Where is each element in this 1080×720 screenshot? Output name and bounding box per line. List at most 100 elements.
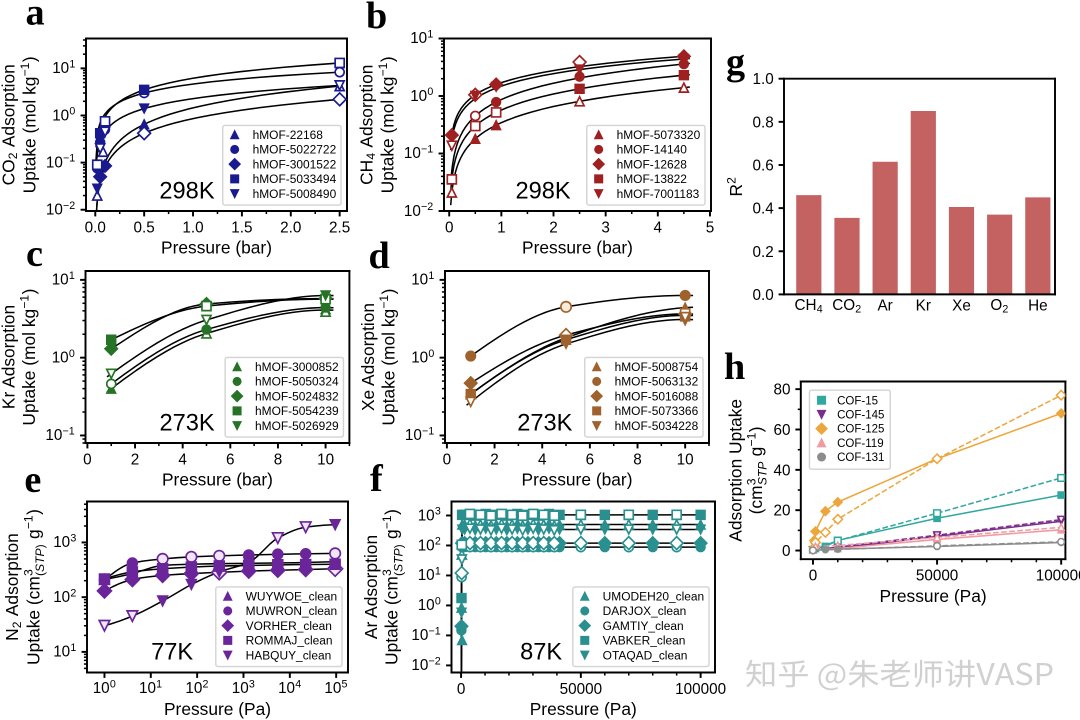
svg-text:Pressure (bar): Pressure (bar) [162,470,273,490]
svg-text:1 0 1: 1 0 1 [418,560,441,585]
svg-text:hMOF-3000852: hMOF-3000852 [255,360,339,374]
svg-text:COF-125: COF-125 [837,424,884,436]
svg-text:1 0 2: 1 0 2 [53,582,76,607]
svg-text:1 0 1: 1 0 1 [52,53,75,78]
svg-text:1 0 −: 1 0 − 1 [404,132,434,163]
svg-text:e: e [24,459,41,501]
svg-text:ROMMAJ_clean: ROMMAJ_clean [246,634,333,648]
svg-text:0.0: 0.0 [85,219,106,236]
svg-text:hMOF-5016088: hMOF-5016088 [615,389,699,403]
svg-text:2: 2 [131,451,140,468]
svg-text:77K: 77K [151,639,193,665]
svg-text:hMOF-13822: hMOF-13822 [617,172,688,186]
svg-text:0: 0 [83,451,91,468]
svg-text:g: g [726,41,745,83]
svg-text:1 0 0: 1 0 0 [411,342,434,367]
svg-text:0.4: 0.4 [752,201,774,218]
svg-text:1 0 2: 1 0 2 [418,530,441,555]
svg-text:hMOF-14140: hMOF-14140 [617,143,688,157]
svg-text:3: 3 [601,219,610,236]
svg-text:Pressure (bar): Pressure (bar) [522,238,633,258]
svg-text:1.5: 1.5 [231,219,252,236]
svg-text:hMOF-5073366: hMOF-5073366 [615,404,699,418]
svg-text:100000: 100000 [1036,568,1080,585]
svg-text:R 2: R 2 [722,177,747,197]
svg-text:Pressure (Pa): Pressure (Pa) [880,586,987,606]
svg-text:1 0 0: 1 0 0 [93,673,116,698]
svg-text:1 0 3: 1 0 3 [53,527,76,552]
svg-text:1 0 0: 1 0 0 [410,81,433,106]
svg-text:b: b [366,0,387,37]
svg-text:0: 0 [443,451,451,468]
svg-text:U p t a: U p t a k e ( c m g ) 3 ( ) − 1 S T P [371,503,407,665]
svg-text:COF-145: COF-145 [837,409,884,421]
svg-text:0.8: 0.8 [752,114,773,131]
svg-text:273K: 273K [517,411,572,437]
svg-text:hMOF-3001522: hMOF-3001522 [253,157,337,171]
svg-text:hMOF-5026929: hMOF-5026929 [255,419,339,433]
svg-text:1.0: 1.0 [752,71,773,88]
svg-text:Pressure (bar): Pressure (bar) [522,470,633,490]
svg-text:1 0 5: 1 0 5 [324,673,347,698]
svg-text:hMOF-12628: hMOF-12628 [617,157,688,171]
svg-text:1 0 1: 1 0 1 [411,265,434,290]
svg-text:60: 60 [774,422,791,439]
svg-text:MUWRON_clean: MUWRON_clean [246,604,338,618]
svg-text:1 0 −: 1 0 − 2 [411,645,441,676]
svg-text:1 0 −: 1 0 − 1 [46,142,76,173]
svg-text:hMOF-22168: hMOF-22168 [253,128,324,142]
svg-text:Kr: Kr [916,297,931,314]
svg-text:10: 10 [317,451,334,468]
svg-text:hMOF-5063132: hMOF-5063132 [615,375,699,389]
svg-text:87K: 87K [520,639,562,665]
svg-text:U p t a: U p t a k e ( m o l k g ) − 1 [368,282,400,425]
svg-text:hMOF-7001183: hMOF-7001183 [617,187,700,201]
svg-text:Xe: Xe [952,297,971,314]
svg-text:hMOF-5008754: hMOF-5008754 [615,360,699,374]
svg-text:6: 6 [226,451,234,468]
svg-text:1 0 −: 1 0 − 1 [405,414,435,445]
svg-text:HABQUY_clean: HABQUY_clean [246,648,332,662]
svg-text:2: 2 [549,219,558,236]
svg-text:Xe Adsorption: Xe Adsorption [358,303,378,411]
svg-text:0: 0 [457,681,466,698]
svg-text:1 0 1: 1 0 1 [53,637,76,662]
svg-text:hMOF-5054239: hMOF-5054239 [255,404,339,418]
svg-text:0: 0 [809,568,818,585]
svg-text:Ar Adsorption: Ar Adsorption [361,535,381,639]
svg-text:298K: 298K [159,178,214,204]
svg-text:WUYWOE_clean: WUYWOE_clean [246,589,338,603]
svg-text:1: 1 [497,219,506,236]
svg-text:0: 0 [782,543,791,560]
svg-text:2.0: 2.0 [280,219,301,236]
svg-text:O 2: O 2 [990,290,1008,315]
svg-text:20: 20 [774,503,791,520]
svg-text:He: He [1028,297,1048,314]
svg-text:40: 40 [774,462,791,479]
svg-text:VABKER_clean: VABKER_clean [603,634,686,648]
svg-text:hMOF-5050324: hMOF-5050324 [255,375,339,389]
svg-text:C O A: C O A d s o r p t i o n 2 [0,58,20,185]
svg-text:0.2: 0.2 [752,244,773,261]
svg-text:OTAQAD_clean: OTAQAD_clean [603,648,688,662]
svg-text:C H A: C H A d s o r p t i o n 4 [352,58,378,184]
svg-text:1 0 3: 1 0 3 [418,500,441,525]
svg-text:Pressure (Pa): Pressure (Pa) [164,699,271,719]
svg-text:a: a [26,0,45,33]
svg-text:1 0 1: 1 0 1 [52,265,75,290]
svg-text:Ar: Ar [878,297,893,314]
svg-text:50000: 50000 [560,681,602,698]
svg-text:1 0 0: 1 0 0 [52,342,75,367]
svg-text:U p t a: U p t a k e ( m o l k g ) − 1 [8,282,40,425]
svg-text:hMOF-5024832: hMOF-5024832 [255,389,339,403]
svg-text:C H 4: C H 4 [795,290,823,315]
svg-text:0.0: 0.0 [752,287,773,304]
svg-text:f: f [370,458,384,500]
svg-text:hMOF-5008490: hMOF-5008490 [253,187,337,201]
svg-text:N A d: N A d s o r p t i o n 2 [0,527,24,641]
svg-text:5: 5 [706,219,715,236]
svg-text:1 0 −: 1 0 − 2 [404,190,434,221]
svg-text:1 0 0: 1 0 0 [52,100,75,125]
svg-text:hMOF-5022722: hMOF-5022722 [253,143,337,157]
svg-text:0.6: 0.6 [752,158,773,175]
